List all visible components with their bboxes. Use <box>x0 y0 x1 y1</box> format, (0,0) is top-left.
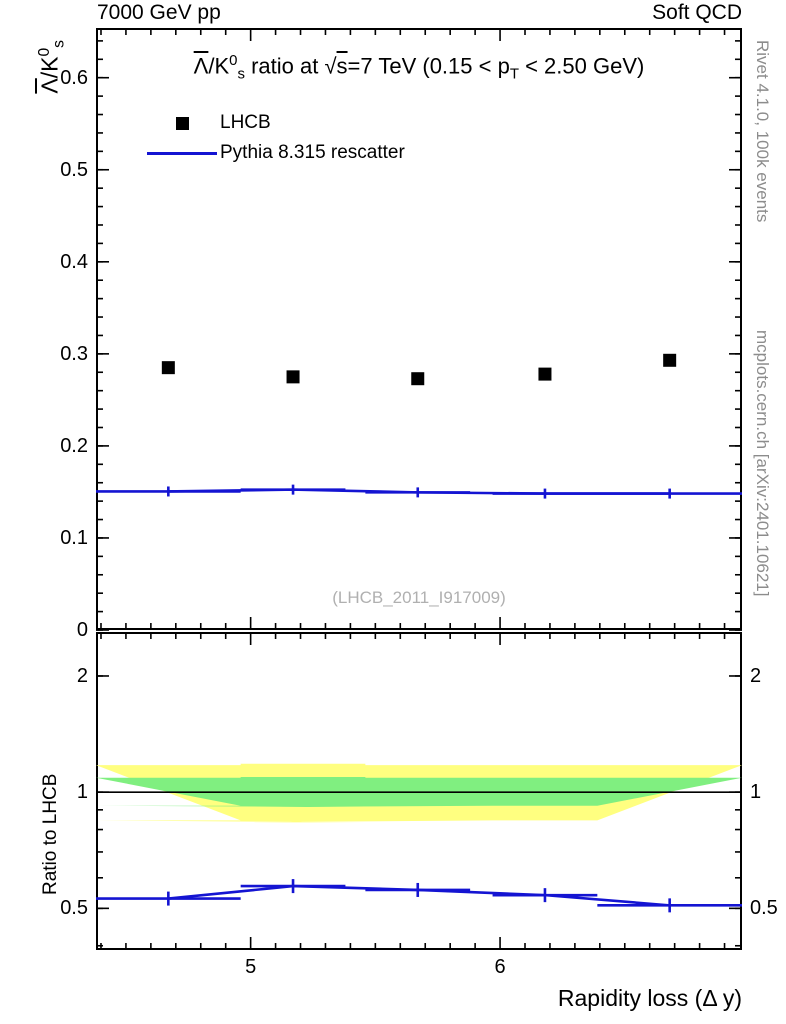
main-y-tick-label: 0.4 <box>60 250 88 273</box>
header-left-label: 7000 GeV pp <box>97 1 221 24</box>
main-y-tick-label: 0.1 <box>60 526 88 549</box>
legend-item-pythia[interactable]: Pythia 8.315 rescatter <box>144 138 405 168</box>
main-y-tick-label: 0.6 <box>60 66 88 89</box>
ratio-y-tick-label-right: 0.5 <box>750 897 778 920</box>
main-plot-frame <box>96 28 742 630</box>
ratio-y-tick-label: 0.5 <box>60 897 88 920</box>
ratio-y-tick-label-right: 1 <box>750 781 762 804</box>
plot-legend: LHCB Pythia 8.315 rescatter <box>144 108 405 168</box>
mcplots-credit-label: mcplots.cern.ch [arXiv:2401.10621] <box>753 330 772 597</box>
ratio-y-tick-label: 2 <box>76 664 88 687</box>
legend-marker-square-icon <box>144 116 220 130</box>
main-y-tick-label: 0.5 <box>60 158 88 181</box>
ratio-y-tick-label: 1 <box>76 781 88 804</box>
legend-label-lhcb: LHCB <box>220 112 271 133</box>
legend-label-pythia: Pythia 8.315 rescatter <box>220 142 405 163</box>
x-tick-label: 5 <box>245 956 257 978</box>
ratio-y-tick-label-right: 2 <box>750 664 762 687</box>
main-y-tick-label: 0.3 <box>60 342 88 365</box>
x-axis-title: Rapidity loss (Δ y) <box>557 985 742 1011</box>
legend-item-lhcb[interactable]: LHCB <box>144 108 405 138</box>
plot-title: Λ/K0s ratio at √s=7 TeV (0.15 < pT < 2.5… <box>193 52 645 83</box>
rivet-credit-label: Rivet 4.1.0, 100k events <box>753 40 772 223</box>
legend-line-icon <box>144 151 220 155</box>
main-y-tick-label: 0.2 <box>60 434 88 457</box>
header-right-label: Soft QCD <box>652 1 742 24</box>
analysis-watermark: (LHCB_2011_I917009) <box>332 588 506 607</box>
x-tick-label: 6 <box>494 956 506 978</box>
main-y-tick-label: 0 <box>76 619 88 641</box>
ratio-plot-frame <box>96 632 742 950</box>
